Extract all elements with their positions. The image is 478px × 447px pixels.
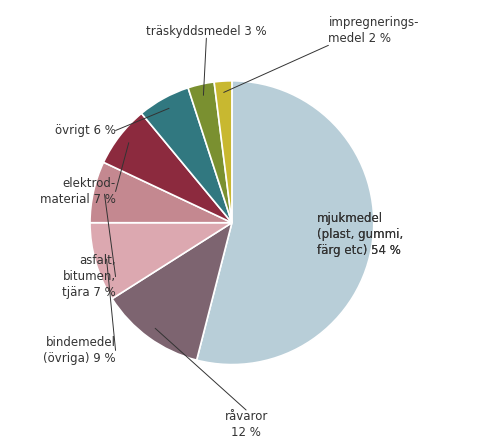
- Wedge shape: [90, 223, 232, 299]
- Wedge shape: [104, 114, 232, 223]
- Text: övrigt 6 %: övrigt 6 %: [54, 124, 116, 137]
- Text: impregnerings-
medel 2 %: impregnerings- medel 2 %: [328, 17, 419, 45]
- Wedge shape: [214, 81, 232, 223]
- Text: bindemedel
(övriga) 9 %: bindemedel (övriga) 9 %: [43, 336, 116, 365]
- Wedge shape: [112, 223, 232, 360]
- Wedge shape: [188, 82, 232, 223]
- Text: träskyddsmedel 3 %: träskyddsmedel 3 %: [146, 25, 267, 38]
- Text: asfalt,
bitumen,
tjära 7 %: asfalt, bitumen, tjära 7 %: [62, 254, 116, 299]
- Wedge shape: [141, 88, 232, 223]
- Text: råvaror
12 %: råvaror 12 %: [224, 410, 268, 439]
- Wedge shape: [90, 162, 232, 223]
- Text: mjukmedel
(plast, gummi,
färg etc) 54 %: mjukmedel (plast, gummi, färg etc) 54 %: [317, 211, 403, 257]
- Text: elektrod-
material 7 %: elektrod- material 7 %: [40, 177, 116, 206]
- Text: mjukmedel
(plast, gummi,
färg etc) 54 %: mjukmedel (plast, gummi, färg etc) 54 %: [317, 211, 403, 257]
- Wedge shape: [196, 81, 374, 365]
